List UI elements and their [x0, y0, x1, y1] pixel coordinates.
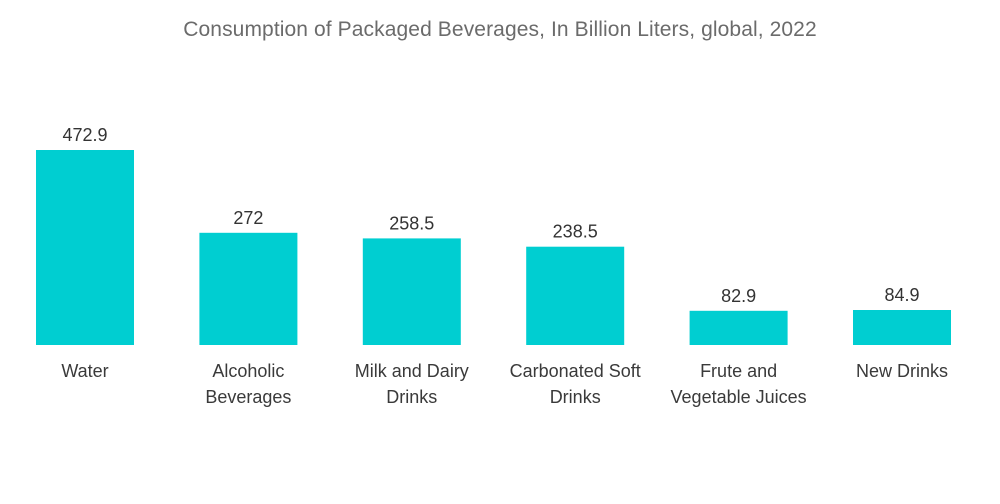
category-label-3-line-1: Drinks [550, 387, 601, 407]
bar-4 [689, 310, 788, 345]
category-label-0: Water [61, 361, 108, 381]
category-label-0-line-0: Water [61, 361, 108, 381]
bar-5 [853, 310, 951, 345]
value-label-0: 472.9 [62, 125, 107, 145]
category-label-2-line-0: Milk and Dairy [355, 361, 469, 381]
bar-0 [36, 150, 134, 345]
value-label-1: 272 [233, 208, 263, 228]
category-label-3-line-0: Carbonated Soft [510, 361, 641, 381]
category-label-5: New Drinks [856, 361, 948, 381]
category-label-2: Milk and Dairy Drinks [355, 361, 469, 407]
value-label-3: 238.5 [553, 222, 598, 242]
bar-1 [199, 232, 298, 345]
bar-2 [362, 238, 461, 345]
category-label-4: Frute and Vegetable Juices [671, 361, 807, 407]
value-label-4: 82.9 [721, 286, 756, 306]
value-label-2: 258.5 [389, 213, 434, 233]
category-label-1: Alcoholic Beverages [205, 361, 291, 407]
value-label-5: 84.9 [884, 285, 919, 305]
bar-3 [526, 246, 625, 345]
category-label-3: Carbonated Soft Drinks [510, 361, 641, 407]
category-label-4-line-1: Vegetable Juices [671, 387, 807, 407]
category-label-4-line-0: Frute and [700, 361, 777, 381]
category-label-2-line-1: Drinks [386, 387, 437, 407]
chart-title: Consumption of Packaged Beverages, In Bi… [183, 18, 817, 41]
category-label-1-line-1: Beverages [205, 387, 291, 407]
category-label-5-line-0: New Drinks [856, 361, 948, 381]
category-label-1-line-0: Alcoholic [212, 361, 284, 381]
